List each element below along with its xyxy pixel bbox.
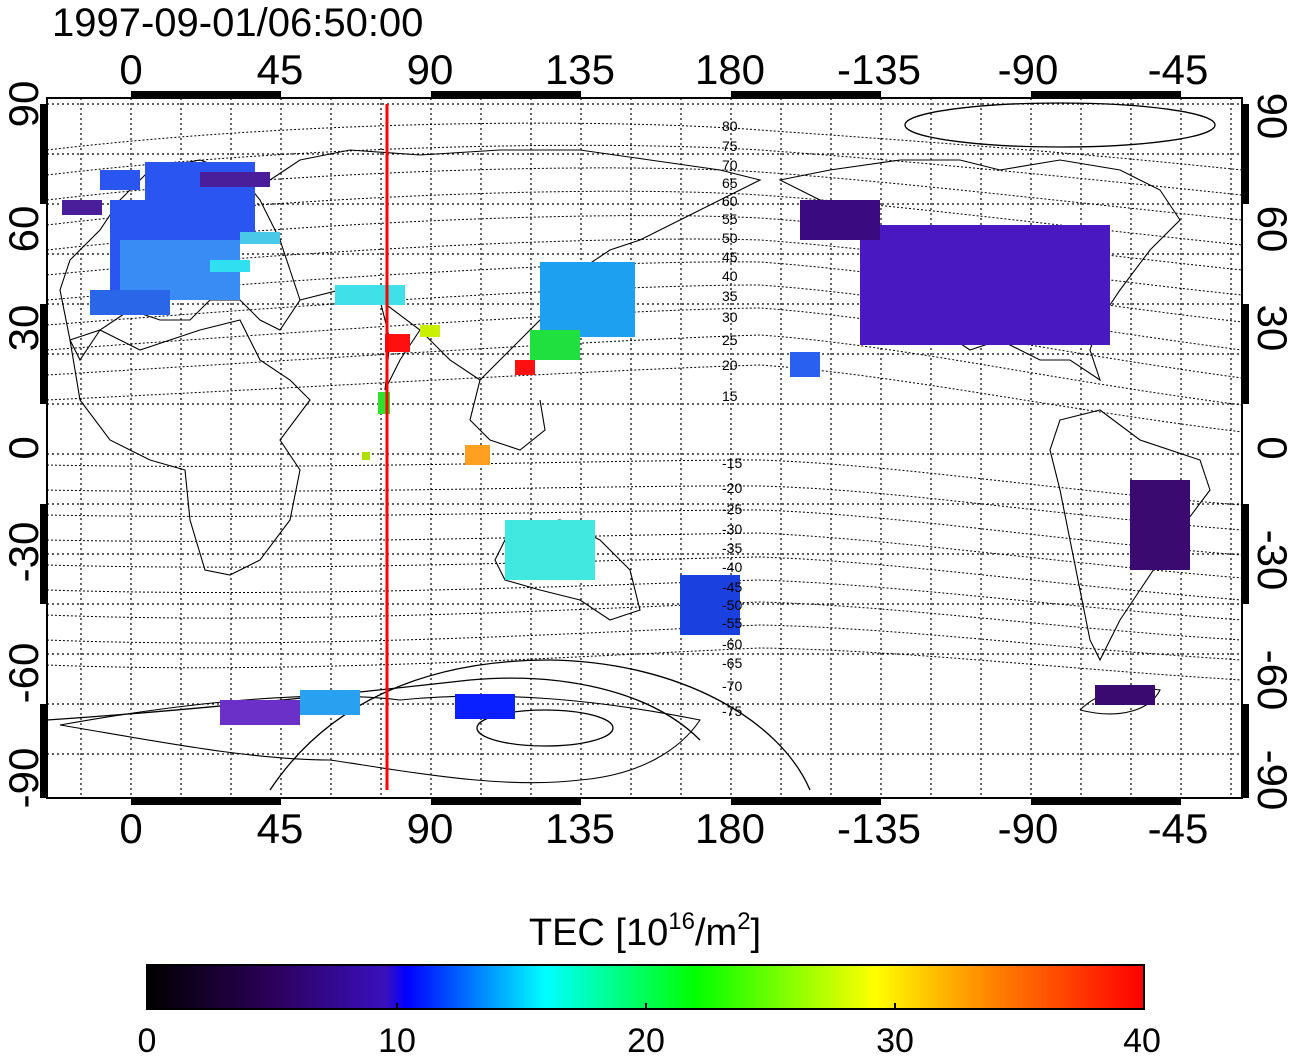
contour-label: -50 <box>722 597 742 613</box>
contour-label: -60 <box>722 636 742 652</box>
right-latitude-labels: 90 60 30 0 -30 -60 -90 <box>1249 93 1292 811</box>
contour-label: 70 <box>722 157 738 173</box>
contour-label: 75 <box>722 138 738 154</box>
contour-label: 15 <box>722 388 738 404</box>
lon-label-bottom: 180 <box>695 805 765 852</box>
contour-label: 60 <box>722 193 738 209</box>
colorbar-ticks <box>396 1003 896 1009</box>
lon-label-top: -135 <box>837 46 921 93</box>
lon-label-top: 135 <box>545 46 615 93</box>
colorbar-tick-label: 10 <box>378 1022 416 1057</box>
map-area: 80 75 70 65 60 55 50 45 40 35 30 25 20 1… <box>40 91 1249 805</box>
contour-label: -35 <box>722 540 742 556</box>
tec-colorbar <box>146 964 1145 1010</box>
auroral-oval-contours <box>47 102 1216 791</box>
contour-label: 55 <box>722 211 738 227</box>
contour-label: 45 <box>722 249 738 265</box>
contour-label: -70 <box>722 678 742 694</box>
lon-label-top: -45 <box>1148 46 1209 93</box>
colorbar-tick-label: 30 <box>876 1022 914 1057</box>
lat-label-left: -90 <box>0 748 47 809</box>
top-longitude-labels: 0 45 90 135 180 -135 -90 -45 <box>119 46 1208 93</box>
lon-label-bottom: 45 <box>257 805 304 852</box>
lat-label-left: 30 <box>0 305 47 352</box>
lat-label-left: 0 <box>0 436 47 459</box>
contour-label: 25 <box>722 332 738 348</box>
contour-labels: 80 75 70 65 60 55 50 45 40 35 30 25 20 1… <box>722 118 742 719</box>
contour-label: 80 <box>722 118 738 134</box>
contour-label: -30 <box>722 521 742 537</box>
lat-label-left: 60 <box>0 206 47 253</box>
lon-label-bottom: -90 <box>998 805 1059 852</box>
colorbar-title: TEC [1016/m2] <box>529 908 761 954</box>
lat-label-right: 0 <box>1249 436 1292 459</box>
lon-label-bottom: 0 <box>119 805 142 852</box>
left-latitude-labels: 90 60 30 0 -30 -60 -90 <box>0 81 47 809</box>
lat-label-left: -60 <box>0 643 47 704</box>
contour-label: -75 <box>722 703 742 719</box>
contour-label: -40 <box>722 559 742 575</box>
colorbar-tick-label: 40 <box>1123 1022 1161 1057</box>
lat-label-right: -90 <box>1249 750 1292 811</box>
colorbar-tick-label: 20 <box>627 1022 665 1057</box>
frame-tick-bars <box>40 91 1249 805</box>
map-title: 1997-09-01/06:50:00 <box>52 1 423 45</box>
contour-label: -55 <box>722 615 742 631</box>
lat-label-right: 30 <box>1249 305 1292 352</box>
contour-label: -25 <box>722 501 742 517</box>
contour-label: 30 <box>722 309 738 325</box>
lat-label-right: -60 <box>1249 650 1292 711</box>
lat-label-left: -30 <box>0 522 47 583</box>
contour-label: 50 <box>722 230 738 246</box>
contour-label: 35 <box>722 288 738 304</box>
contour-label: -20 <box>722 480 742 496</box>
lat-label-left: 90 <box>0 81 47 128</box>
lat-label-right: 90 <box>1249 93 1292 140</box>
contour-label: -45 <box>722 579 742 595</box>
lon-label-bottom: 90 <box>407 805 454 852</box>
lon-label-top: 0 <box>119 46 142 93</box>
contour-label: 40 <box>722 268 738 284</box>
bottom-longitude-labels: 0 45 90 135 180 -135 -90 -45 <box>119 805 1208 852</box>
lon-label-bottom: -45 <box>1148 805 1209 852</box>
lat-label-right: 60 <box>1249 206 1292 253</box>
colorbar-tick-labels: 0 10 20 30 40 <box>138 1022 1161 1057</box>
contour-label: -65 <box>722 655 742 671</box>
lon-label-top: -90 <box>998 46 1059 93</box>
contour-label: 20 <box>722 357 738 373</box>
colorbar-tick-label: 0 <box>138 1022 157 1057</box>
lon-label-top: 45 <box>257 46 304 93</box>
contour-label: -15 <box>722 455 742 471</box>
lon-label-top: 180 <box>695 46 765 93</box>
tec-observations <box>62 162 1190 725</box>
lon-label-top: 90 <box>407 46 454 93</box>
lon-label-bottom: 135 <box>545 805 615 852</box>
contour-label: 65 <box>722 175 738 191</box>
lon-label-bottom: -135 <box>837 805 921 852</box>
lat-label-right: -30 <box>1249 530 1292 591</box>
